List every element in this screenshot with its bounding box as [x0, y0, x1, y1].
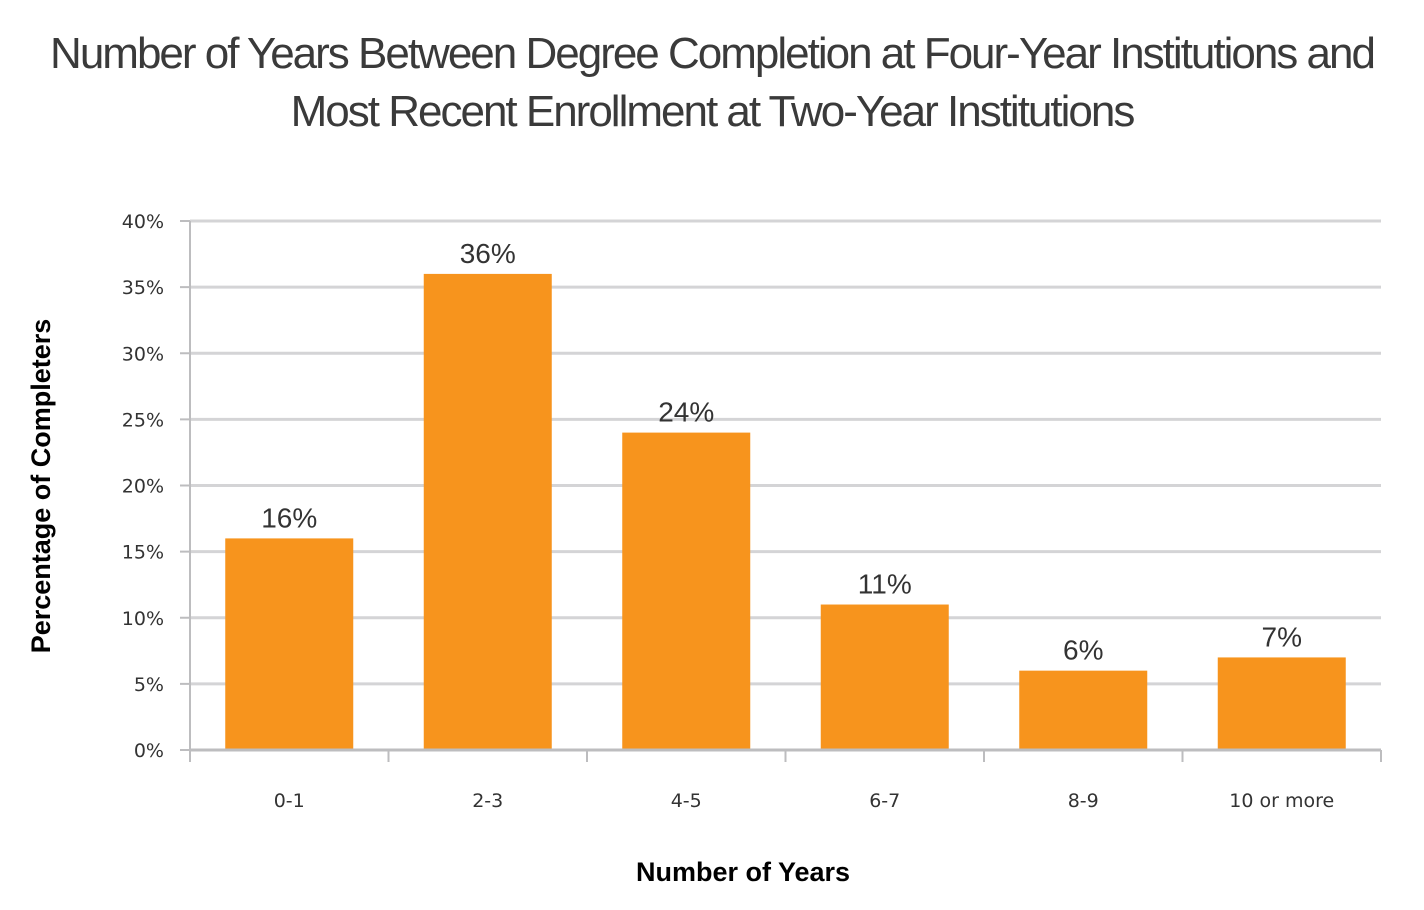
axes — [180, 220, 1382, 762]
data-label: 24% — [658, 397, 714, 428]
x-tick-label: 0-1 — [274, 790, 305, 812]
bars — [225, 273, 1346, 750]
x-axis-title: Number of Years — [636, 857, 850, 887]
y-axis-title: Percentage of Completers — [26, 319, 56, 654]
bar-0-1 — [225, 538, 354, 750]
chart-title-line-1: Number of Years Between Degree Completio… — [50, 29, 1374, 78]
y-tick-label: 15% — [122, 542, 164, 564]
data-label: 16% — [261, 502, 317, 533]
x-tick-label: 4-5 — [671, 790, 702, 812]
y-tick-label: 20% — [122, 476, 164, 498]
data-label: 36% — [460, 238, 516, 269]
chart-title-line-2: Most Recent Enrollment at Two-Year Insti… — [291, 87, 1135, 136]
data-label: 6% — [1063, 635, 1103, 666]
y-tick-label: 10% — [122, 608, 164, 630]
y-tick-label: 5% — [134, 674, 164, 696]
x-tick-label: 10 or more — [1229, 790, 1334, 812]
bar-4-5 — [622, 432, 751, 750]
y-tick-label: 25% — [122, 409, 164, 431]
bar-10-or-more — [1217, 657, 1346, 750]
gridlines — [190, 219, 1381, 686]
y-tick-label: 35% — [122, 277, 164, 299]
data-labels: 16% 36% 24% 11% 6% 7% — [261, 238, 1302, 666]
x-tick-labels: 0-1 2-3 4-5 6-7 8-9 10 or more — [274, 790, 1334, 812]
bar-8-9 — [1019, 670, 1148, 750]
chart-title: Number of Years Between Degree Completio… — [50, 29, 1376, 136]
data-label: 7% — [1262, 621, 1302, 652]
y-tick-label: 0% — [134, 740, 164, 762]
bar-6-7 — [820, 604, 949, 750]
y-tick-label: 40% — [122, 211, 164, 233]
data-label: 11% — [858, 569, 912, 600]
y-tick-label: 30% — [122, 343, 164, 365]
x-tick-label: 6-7 — [869, 790, 900, 812]
y-tick-labels: 0% 5% 10% 15% 20% 25% 30% 35% 40% — [122, 211, 164, 762]
bar-2-3 — [423, 273, 552, 750]
x-tick-label: 8-9 — [1068, 790, 1099, 812]
x-tick-label: 2-3 — [472, 790, 503, 812]
